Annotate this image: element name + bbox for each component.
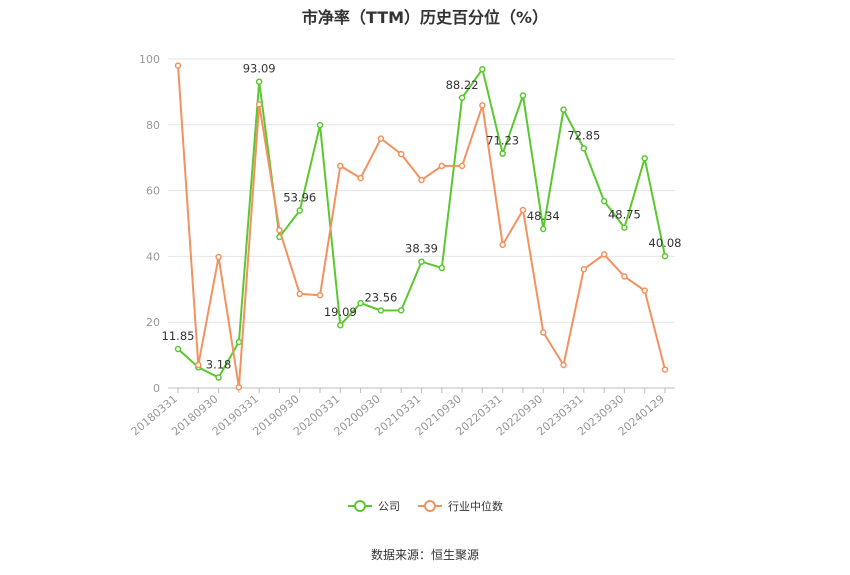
data-point [621,273,628,280]
data-point [600,251,608,258]
data-point [661,252,669,260]
data-label: 48.75 [608,208,641,222]
data-point [438,162,446,170]
data-point [540,329,547,336]
data-point [255,101,263,108]
data-point [357,299,364,307]
data-point [276,226,283,234]
data-point [316,121,324,129]
data-point [580,145,588,152]
data-point [600,197,608,205]
data-point [641,287,648,294]
data-point [337,162,344,170]
data-point [397,307,405,314]
data-point [296,207,303,214]
y-tick-label: 20 [146,316,160,329]
y-tick-label: 80 [146,119,160,132]
y-tick-label: 60 [146,185,160,198]
data-point [499,150,506,157]
data-point [540,225,547,233]
legend-item-1[interactable]: 公司 [348,500,400,513]
data-point [215,374,222,381]
legend-label: 行业中位数 [448,499,503,513]
data-point [377,135,385,142]
data-label: 93.09 [243,62,276,76]
data-point [255,78,263,85]
y-tick-label: 100 [139,53,160,66]
data-point [235,384,243,391]
data-label: 40.08 [649,236,682,250]
data-point [621,224,628,231]
data-point [337,321,344,329]
legend-label: 公司 [378,500,400,513]
data-labels: 11.85 3.18 93.09 53.96 19.09 23.56 38.39 88.22 7… [162,62,682,372]
data-point [519,92,527,99]
data-label: 71.23 [486,134,519,148]
data-point [397,150,405,158]
data-label: 19.09 [324,305,357,319]
data-label: 38.39 [405,242,438,256]
data-point [580,265,588,273]
data-point [519,206,527,214]
legend[interactable]: 公司 行业中位数 [348,499,503,513]
y-tick-label: 40 [146,250,160,263]
data-label: 3.18 [206,358,232,372]
grid-lines [168,58,675,323]
data-point [215,253,222,261]
data-point [357,174,364,182]
data-point [641,155,648,162]
series-line-2 [177,65,666,389]
data-point [479,65,486,73]
data-label: 23.56 [364,290,397,304]
data-point [438,264,446,272]
data-point [174,62,182,69]
data-point [458,162,466,170]
data-point [235,338,243,346]
data-point [661,366,669,373]
data-point [296,290,303,298]
legend-marker [424,500,436,512]
data-point [479,102,486,109]
data-point [560,361,567,369]
legend-item-2[interactable]: 行业中位数 [418,499,503,513]
data-point [418,176,425,184]
data-point [458,94,466,102]
data-label: 88.22 [446,78,479,92]
data-label: 11.85 [162,329,195,343]
data-label: 48.34 [527,209,560,223]
data-point [418,258,425,265]
chart-title: 市净率（TTM）历史百分位（%） [301,8,549,27]
axes: 0204060801002018033120180930201903312019… [129,53,675,438]
data-label: 72.85 [567,128,600,142]
data-point [377,307,385,314]
y-tick-label: 0 [153,382,160,395]
data-point [174,345,182,353]
source-note: 数据来源：恒生聚源 [370,548,479,562]
data-label: 53.96 [283,190,316,204]
data-point [316,291,324,299]
series-lines [174,62,669,391]
data-point [195,361,202,369]
data-point [560,106,567,113]
legend-marker [354,500,366,512]
data-point [499,241,506,249]
